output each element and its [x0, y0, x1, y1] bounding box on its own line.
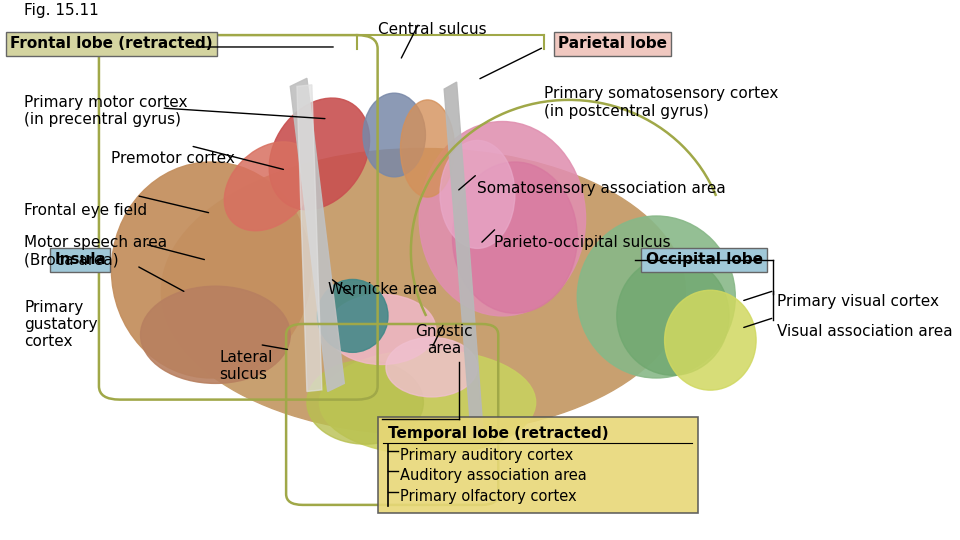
- Ellipse shape: [440, 140, 515, 248]
- Text: Frontal eye field: Frontal eye field: [24, 202, 147, 218]
- Ellipse shape: [161, 148, 685, 435]
- Text: Temporal lobe (retracted): Temporal lobe (retracted): [389, 426, 609, 441]
- Text: Wernicke area: Wernicke area: [327, 282, 437, 297]
- FancyBboxPatch shape: [377, 417, 698, 513]
- Text: Somatosensory association area: Somatosensory association area: [477, 181, 726, 196]
- Ellipse shape: [664, 291, 756, 390]
- Text: Motor speech area
(Broca area): Motor speech area (Broca area): [24, 235, 167, 267]
- Ellipse shape: [400, 100, 454, 197]
- Text: Insula: Insula: [55, 252, 107, 267]
- Text: Visual association area: Visual association area: [777, 324, 952, 339]
- Text: Fig. 15.11: Fig. 15.11: [24, 3, 99, 18]
- Polygon shape: [297, 85, 322, 392]
- Text: Primary olfactory cortex: Primary olfactory cortex: [400, 489, 577, 504]
- Text: Lateral
sulcus: Lateral sulcus: [220, 350, 273, 382]
- Text: Occipital lobe: Occipital lobe: [646, 252, 762, 267]
- Ellipse shape: [320, 350, 536, 455]
- Ellipse shape: [140, 286, 290, 383]
- Text: Parietal lobe: Parietal lobe: [558, 36, 667, 51]
- Text: Premotor cortex: Premotor cortex: [111, 151, 235, 166]
- Text: Parieto-occipital sulcus: Parieto-occipital sulcus: [494, 235, 671, 250]
- Circle shape: [327, 294, 436, 364]
- Polygon shape: [444, 82, 483, 440]
- Ellipse shape: [420, 122, 586, 316]
- Circle shape: [386, 338, 477, 397]
- Text: Primary auditory cortex: Primary auditory cortex: [400, 448, 573, 463]
- Text: Primary
gustatory
cortex: Primary gustatory cortex: [24, 300, 98, 349]
- Text: Central sulcus: Central sulcus: [377, 22, 486, 37]
- Text: Auditory association area: Auditory association area: [400, 468, 587, 483]
- Ellipse shape: [616, 256, 729, 375]
- Polygon shape: [290, 78, 345, 392]
- Ellipse shape: [225, 142, 315, 231]
- Text: Primary motor cortex
(in precentral gyrus): Primary motor cortex (in precentral gyru…: [24, 94, 187, 127]
- Ellipse shape: [577, 216, 735, 378]
- Text: Gnostic
area: Gnostic area: [416, 324, 473, 356]
- Ellipse shape: [111, 162, 311, 378]
- Text: Frontal lobe (retracted): Frontal lobe (retracted): [11, 36, 213, 51]
- Ellipse shape: [269, 98, 370, 210]
- Ellipse shape: [452, 162, 577, 313]
- Ellipse shape: [363, 93, 425, 177]
- Text: Primary somatosensory cortex
(in postcentral gyrus): Primary somatosensory cortex (in postcen…: [544, 86, 779, 119]
- Ellipse shape: [318, 280, 388, 353]
- Ellipse shape: [307, 361, 423, 444]
- Text: Primary visual cortex: Primary visual cortex: [777, 294, 939, 309]
